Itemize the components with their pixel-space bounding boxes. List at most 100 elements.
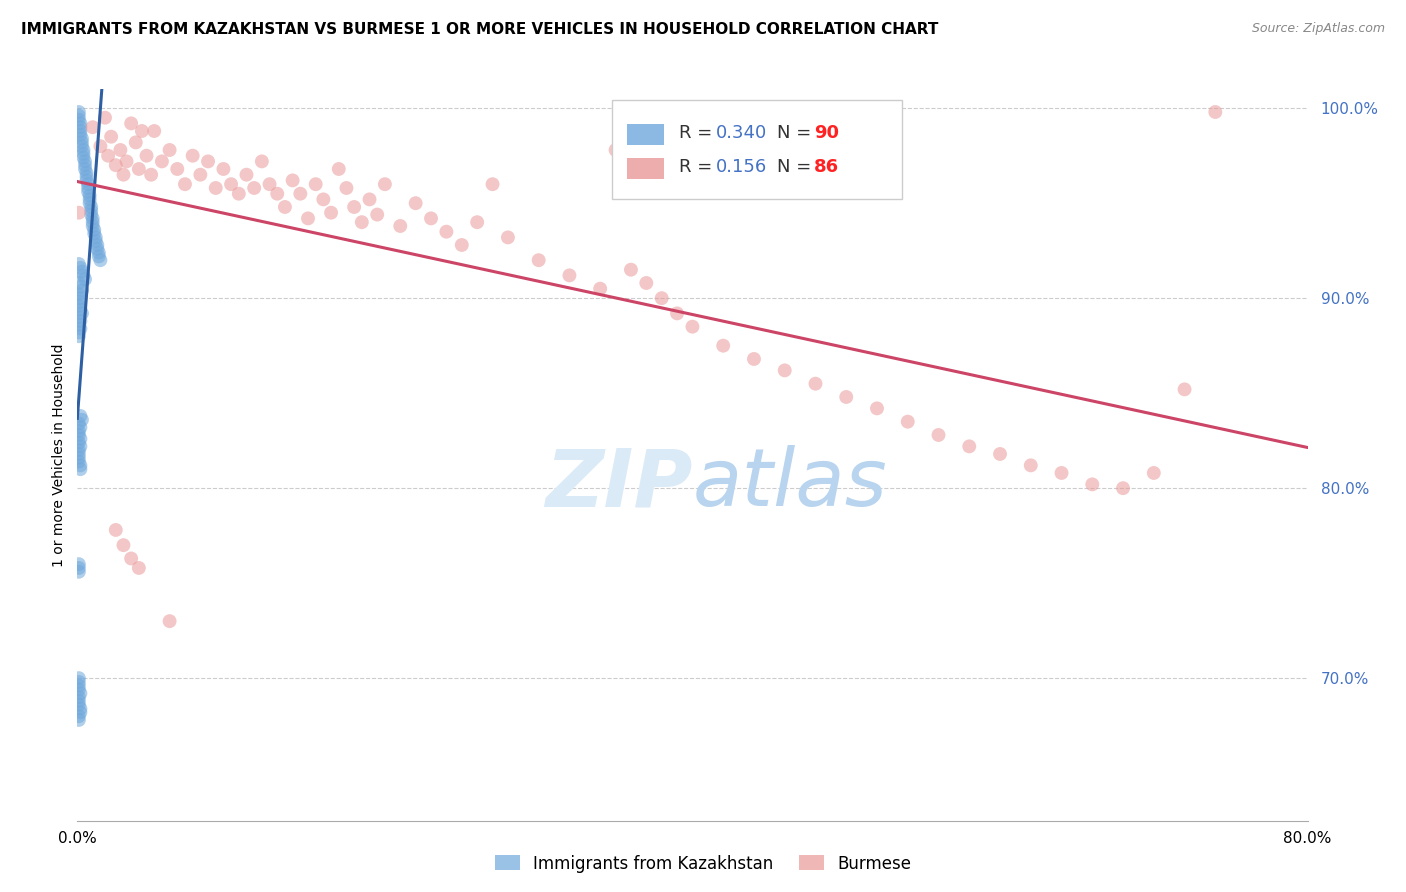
Point [67, 694, 90, 708]
Point [87, 249, 110, 263]
Point [290, 186, 312, 201]
Point [76, 173, 98, 187]
Point [465, 215, 488, 229]
Point [1019, 458, 1042, 473]
Point [366, 208, 388, 222]
Point [69, 280, 91, 294]
Point [67, 428, 90, 442]
Point [67, 417, 90, 431]
Point [67, 447, 90, 461]
Point [70, 139, 93, 153]
Point [928, 428, 950, 442]
Point [436, 225, 458, 239]
Point [773, 363, 796, 377]
Point [67, 109, 90, 123]
Point [67, 557, 90, 571]
Point [69, 409, 91, 423]
Point [104, 158, 127, 172]
Point [112, 168, 135, 182]
Point [67, 709, 90, 723]
Point [67, 682, 90, 697]
Text: 86: 86 [814, 159, 839, 177]
Point [79, 193, 101, 207]
Point [343, 200, 366, 214]
Point [80, 203, 103, 218]
Point [69, 439, 91, 453]
Point [73, 158, 96, 172]
Point [77, 177, 100, 191]
Point [69, 128, 91, 142]
Point [389, 219, 412, 233]
Point [67, 443, 90, 458]
Text: 0.340: 0.340 [716, 124, 768, 142]
Point [319, 205, 342, 219]
Point [77, 185, 100, 199]
Point [69, 120, 91, 135]
Point [72, 143, 94, 157]
Point [135, 149, 157, 163]
Point [79, 196, 101, 211]
Point [72, 268, 94, 283]
Point [143, 124, 166, 138]
Point [128, 161, 150, 176]
Point [82, 211, 104, 226]
Point [77, 181, 100, 195]
Point [70, 136, 93, 150]
Text: Source: ZipAtlas.com: Source: ZipAtlas.com [1251, 22, 1385, 36]
Point [69, 701, 91, 715]
Point [305, 177, 328, 191]
Point [94, 111, 117, 125]
Point [69, 706, 91, 720]
Point [405, 196, 427, 211]
Point [69, 314, 91, 328]
Point [1112, 481, 1135, 495]
Text: R =: R = [679, 124, 718, 142]
Point [84, 234, 107, 248]
Point [67, 276, 90, 290]
Point [69, 302, 91, 317]
Point [69, 321, 91, 335]
Point [89, 139, 111, 153]
Point [69, 458, 91, 473]
Point [212, 161, 235, 176]
Point [69, 686, 91, 700]
Point [70, 264, 93, 278]
Point [204, 181, 226, 195]
Point [73, 161, 96, 176]
Point [67, 257, 90, 271]
Point [558, 268, 581, 283]
Point [159, 143, 181, 157]
Point [804, 376, 827, 391]
Text: 0.156: 0.156 [716, 159, 768, 177]
Point [374, 177, 396, 191]
Legend: Immigrants from Kazakhstan, Burmese: Immigrants from Kazakhstan, Burmese [488, 848, 918, 880]
Point [80, 208, 103, 222]
Point [70, 413, 93, 427]
Point [1050, 466, 1073, 480]
Point [131, 124, 153, 138]
Point [87, 245, 110, 260]
Text: N =: N = [778, 124, 817, 142]
Point [67, 205, 90, 219]
Text: atlas: atlas [693, 445, 887, 524]
Point [67, 105, 90, 120]
Point [988, 447, 1011, 461]
Point [274, 200, 297, 214]
Point [150, 154, 173, 169]
Point [67, 318, 90, 332]
Point [97, 149, 120, 163]
Point [79, 188, 101, 202]
Point [67, 295, 90, 310]
Point [197, 154, 219, 169]
Point [420, 211, 443, 226]
Point [1174, 383, 1197, 397]
Point [250, 154, 273, 169]
Point [166, 161, 188, 176]
Point [328, 161, 350, 176]
Point [235, 168, 257, 182]
Point [835, 390, 858, 404]
Point [67, 679, 90, 693]
Point [128, 561, 150, 575]
Point [742, 351, 765, 366]
Point [666, 306, 689, 320]
